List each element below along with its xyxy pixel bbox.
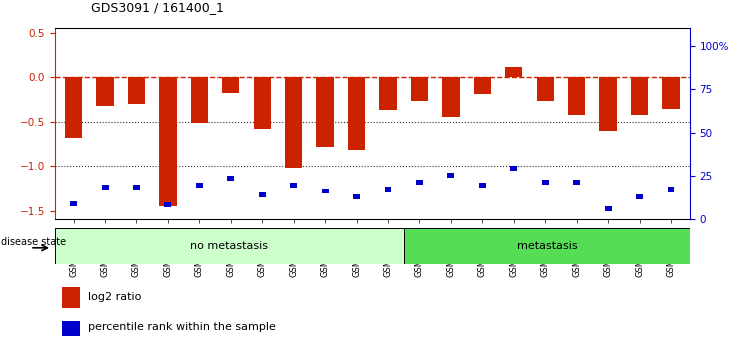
Bar — [510, 166, 518, 171]
Text: disease state: disease state — [1, 238, 66, 247]
Bar — [568, 77, 585, 115]
Bar — [159, 77, 177, 206]
Bar — [636, 194, 643, 199]
Bar — [537, 77, 554, 101]
Bar — [416, 180, 423, 185]
Bar — [128, 77, 145, 104]
Bar — [667, 187, 675, 192]
Bar — [222, 77, 239, 93]
Bar — [285, 77, 302, 168]
Bar — [380, 77, 396, 110]
Bar — [196, 183, 203, 188]
Bar — [604, 206, 612, 211]
Bar — [259, 192, 266, 197]
Bar — [573, 180, 580, 185]
Bar — [317, 77, 334, 147]
Text: GDS3091 / 161400_1: GDS3091 / 161400_1 — [91, 1, 224, 14]
Text: no metastasis: no metastasis — [191, 241, 269, 251]
Text: log2 ratio: log2 ratio — [88, 292, 141, 302]
Bar — [164, 202, 172, 207]
Bar — [505, 67, 523, 77]
Bar — [404, 228, 690, 264]
Bar — [411, 77, 428, 101]
Bar — [631, 77, 648, 115]
Bar — [65, 77, 82, 138]
Bar — [227, 176, 234, 181]
Bar — [70, 201, 77, 206]
Bar — [474, 77, 491, 94]
Text: metastasis: metastasis — [517, 241, 577, 251]
Bar — [133, 185, 140, 190]
Bar — [599, 77, 617, 131]
Bar — [253, 77, 271, 129]
Bar — [662, 77, 680, 109]
Text: percentile rank within the sample: percentile rank within the sample — [88, 322, 275, 332]
Bar — [385, 187, 391, 192]
Bar — [291, 183, 297, 188]
Bar — [96, 77, 114, 106]
Bar — [348, 77, 365, 150]
Bar — [447, 173, 454, 178]
Bar — [542, 180, 549, 185]
Bar — [322, 189, 328, 193]
Bar — [353, 194, 360, 199]
Bar — [101, 185, 109, 190]
Bar — [442, 77, 460, 117]
Bar — [191, 77, 208, 124]
Bar — [55, 228, 404, 264]
Bar — [479, 183, 485, 188]
